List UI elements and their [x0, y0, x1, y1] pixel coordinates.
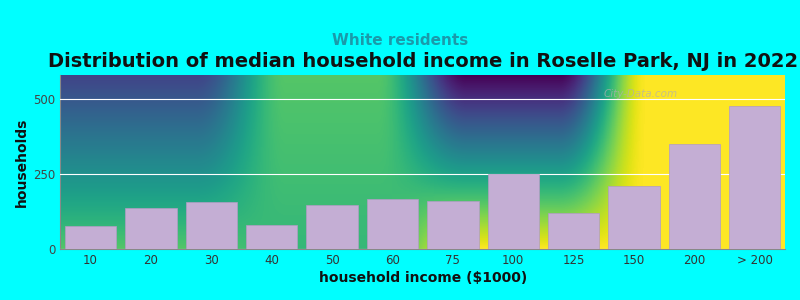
- Bar: [65, 226, 116, 249]
- Bar: [608, 186, 660, 249]
- Bar: [186, 202, 237, 249]
- Text: City-Data.com: City-Data.com: [604, 89, 678, 99]
- Bar: [306, 206, 358, 249]
- Title: Distribution of median household income in Roselle Park, NJ in 2022: Distribution of median household income …: [47, 52, 798, 71]
- Bar: [427, 201, 478, 249]
- Y-axis label: households: households: [15, 117, 29, 207]
- Text: White residents: White residents: [332, 33, 468, 48]
- Bar: [548, 213, 599, 249]
- Bar: [487, 174, 539, 249]
- Bar: [669, 144, 720, 249]
- Bar: [366, 200, 418, 249]
- Bar: [126, 208, 177, 249]
- X-axis label: household income ($1000): household income ($1000): [318, 271, 526, 285]
- Bar: [246, 225, 298, 249]
- Bar: [729, 106, 781, 249]
